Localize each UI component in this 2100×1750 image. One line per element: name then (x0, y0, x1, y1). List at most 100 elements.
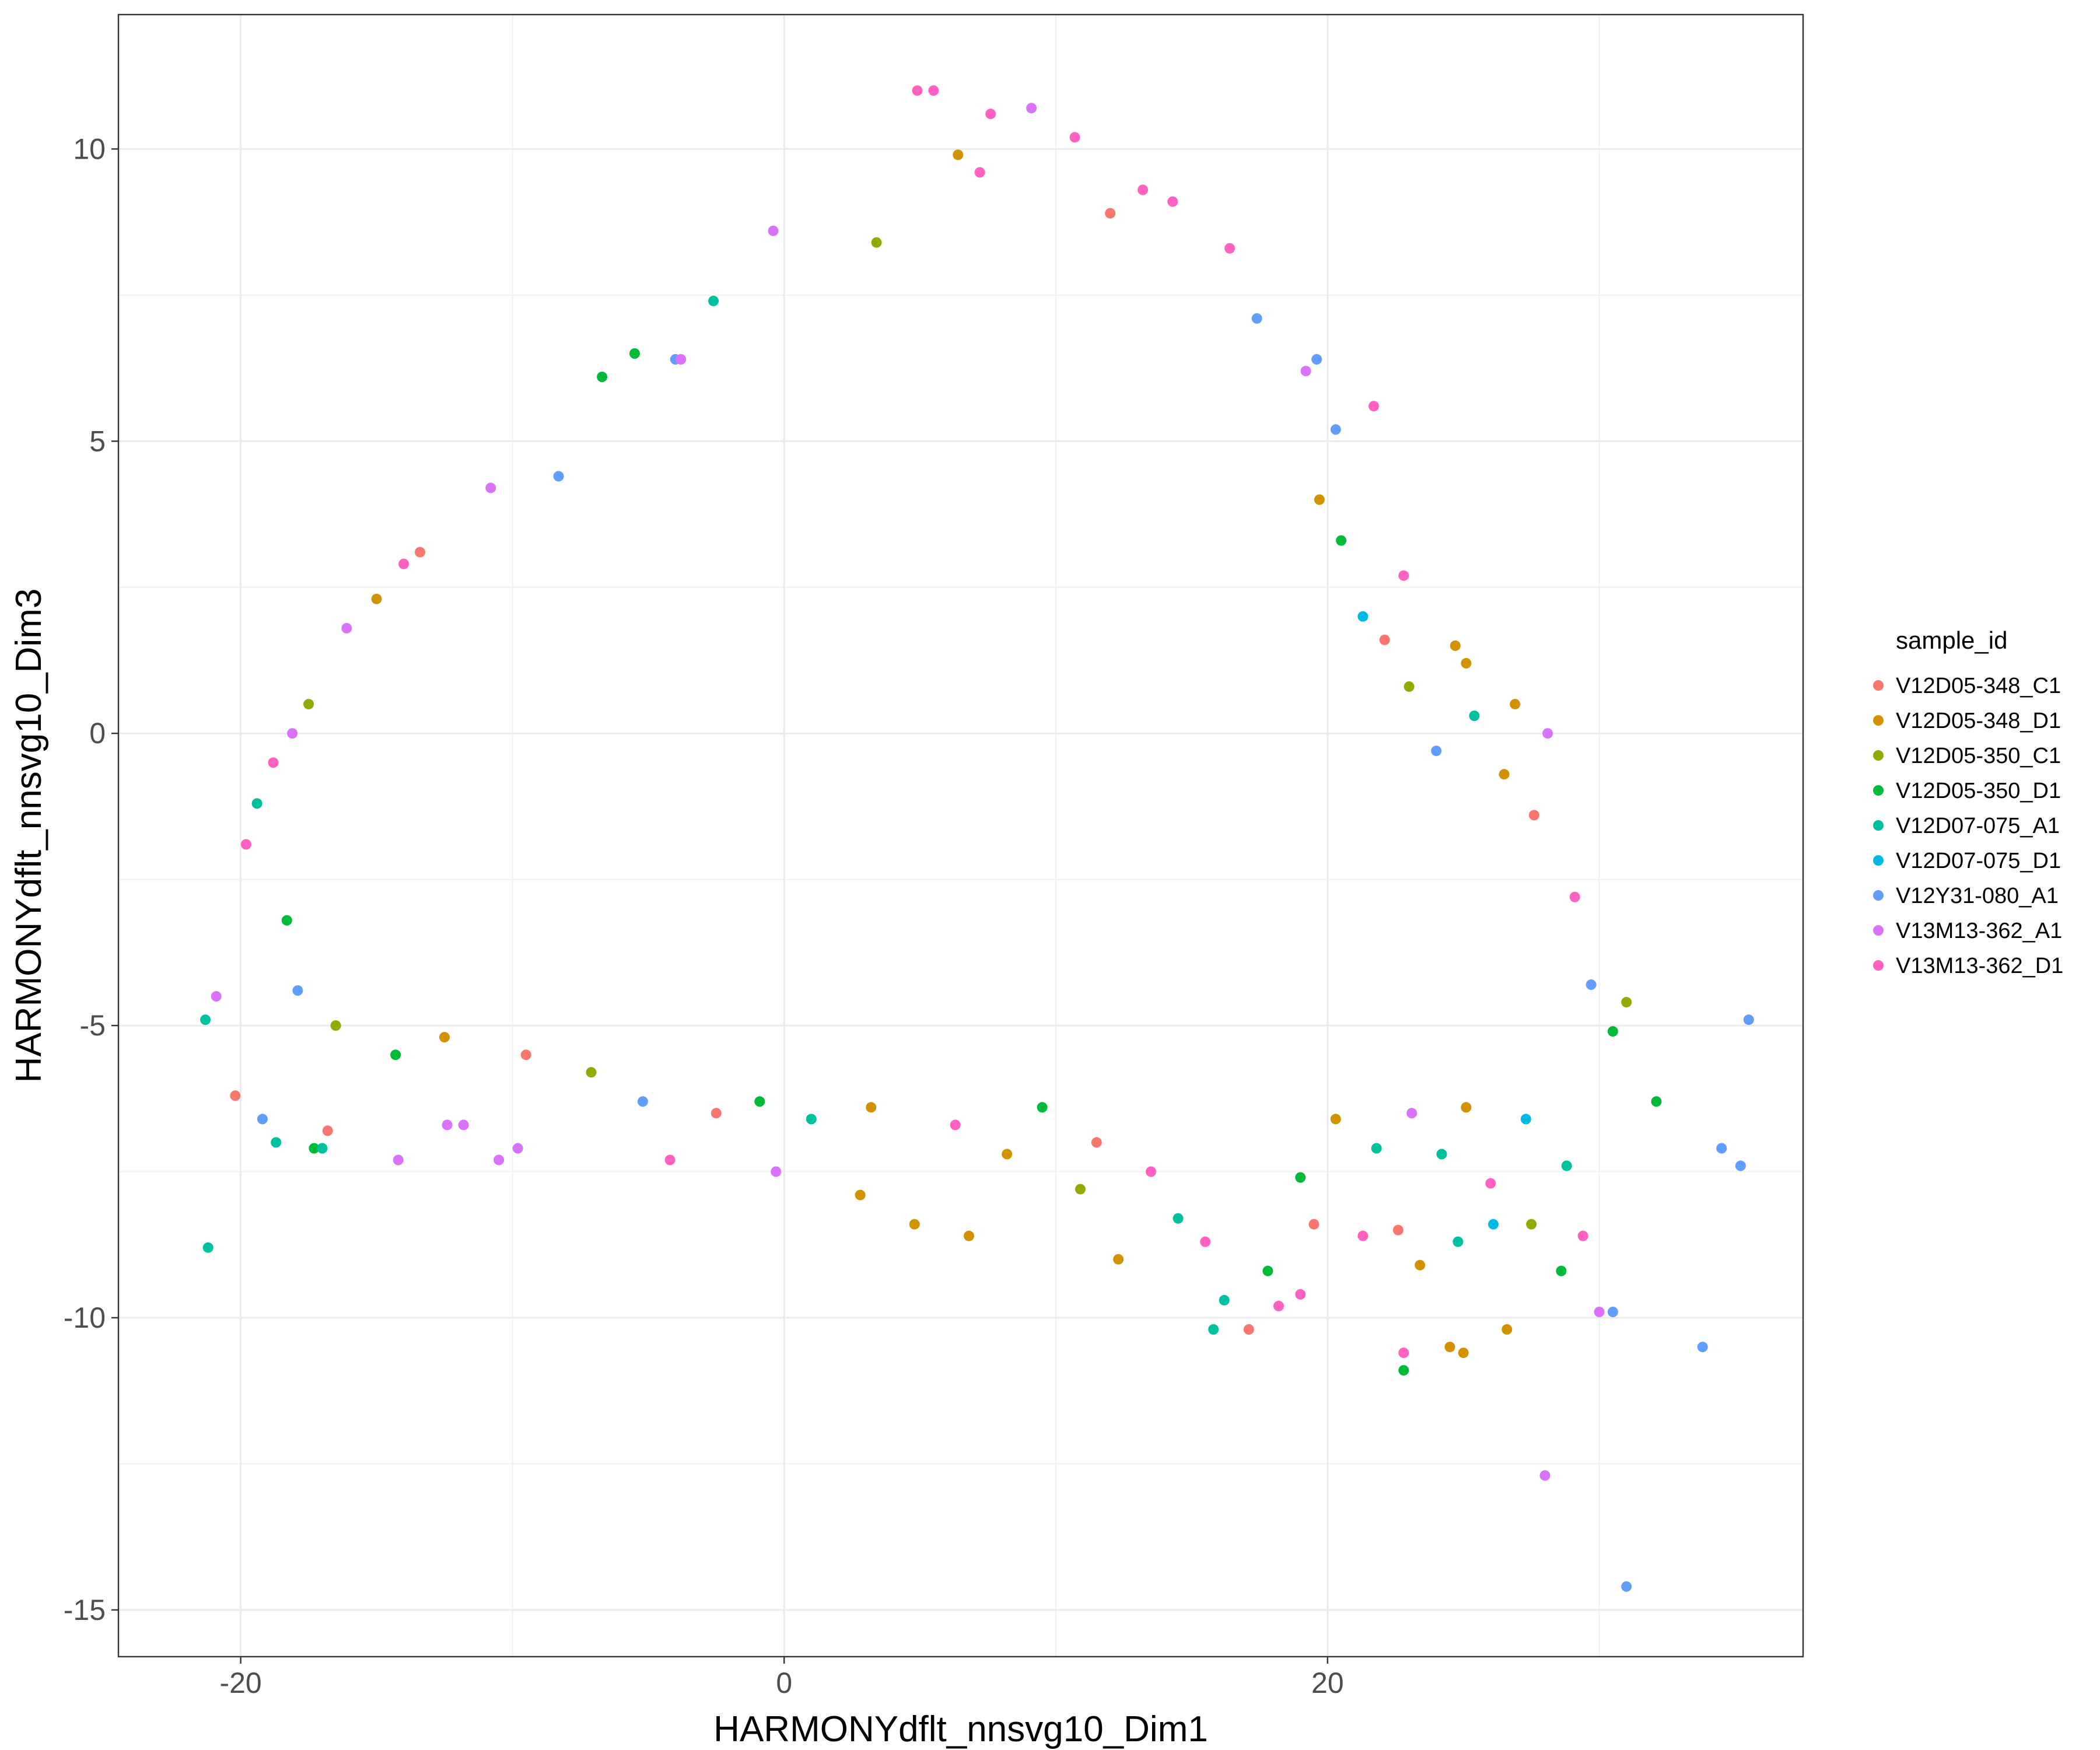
data-point (1105, 208, 1116, 219)
legend-key (1873, 960, 1884, 971)
data-point (638, 1096, 648, 1107)
data-point (866, 1102, 877, 1113)
data-point (1200, 1236, 1211, 1247)
legend-key (1873, 820, 1884, 831)
legend-key (1873, 855, 1884, 866)
y-tick-label: -15 (64, 1594, 106, 1626)
data-point (1357, 611, 1368, 622)
data-point (974, 167, 985, 178)
data-point (1539, 1470, 1550, 1481)
data-point (1526, 1219, 1537, 1230)
data-point (1485, 1178, 1496, 1189)
data-point (1357, 1230, 1368, 1241)
y-tick-label: 5 (89, 425, 106, 457)
data-point (257, 1114, 268, 1125)
data-point (1146, 1166, 1157, 1177)
data-point (1621, 1581, 1632, 1592)
data-point (292, 985, 303, 996)
data-point (1510, 699, 1521, 710)
data-point (708, 295, 719, 306)
data-point (1607, 1307, 1618, 1317)
x-tick-label: -20 (219, 1667, 261, 1699)
data-point (1262, 1265, 1273, 1276)
data-point (1607, 1026, 1618, 1037)
data-point (1469, 710, 1480, 722)
data-point (251, 798, 262, 809)
y-tick-label: 10 (73, 132, 106, 165)
data-point (912, 85, 923, 96)
y-tick-label: 0 (89, 717, 106, 750)
data-point (1398, 1365, 1409, 1376)
data-point (1502, 1324, 1513, 1335)
data-point (1398, 1348, 1409, 1359)
y-axis-title: HARMONYdflt_nnsvg10_Dim3 (9, 589, 49, 1083)
x-tick-label: 0 (776, 1667, 792, 1699)
data-point (439, 1032, 450, 1043)
data-point (1308, 1219, 1320, 1230)
data-point (341, 622, 352, 634)
data-point (303, 699, 314, 710)
legend-key (1873, 890, 1884, 901)
data-point (1251, 313, 1262, 324)
grid-lines (118, 15, 1803, 1657)
data-point (1542, 728, 1553, 739)
legend-label: V12D07-075_A1 (1896, 814, 2060, 838)
data-point (871, 237, 882, 248)
data-point (1404, 681, 1415, 692)
data-point (710, 1108, 722, 1119)
legend-key (1873, 715, 1884, 726)
data-point (1444, 1342, 1455, 1353)
data-point (398, 558, 410, 569)
data-point (494, 1154, 505, 1166)
data-point (393, 1154, 404, 1166)
data-point (317, 1143, 328, 1154)
data-point (1037, 1102, 1048, 1113)
legend-label: V12Y31-080_A1 (1896, 884, 2059, 908)
legend-title: sample_id (1896, 626, 2007, 654)
data-point (1138, 184, 1149, 195)
data-point (1461, 1102, 1472, 1113)
data-point (1436, 1149, 1447, 1160)
data-point (230, 1090, 241, 1101)
data-point (442, 1119, 453, 1130)
data-point (1406, 1108, 1418, 1119)
data-point (1091, 1137, 1102, 1148)
data-point (964, 1230, 974, 1241)
data-point (390, 1049, 401, 1060)
data-point (1371, 1143, 1382, 1154)
y-tick-label: -5 (80, 1009, 106, 1042)
legend-label: V12D05-350_D1 (1896, 779, 2061, 803)
data-point (1243, 1324, 1254, 1335)
data-point (1697, 1342, 1708, 1353)
data-point (1273, 1300, 1284, 1311)
legend-label: V12D05-348_C1 (1896, 674, 2061, 698)
legend-key (1873, 785, 1884, 796)
data-point (1069, 132, 1080, 143)
data-point (1556, 1265, 1567, 1276)
data-point (1026, 103, 1037, 114)
legend-key (1873, 750, 1884, 761)
data-point (1330, 1114, 1341, 1125)
legend-label: V12D05-350_C1 (1896, 744, 2061, 768)
data-point (1295, 1289, 1306, 1300)
data-point (771, 1166, 782, 1177)
data-point (1561, 1160, 1572, 1171)
data-point (1300, 366, 1311, 377)
data-point (1167, 196, 1178, 207)
axis-ticks: -20 0 20 -15 -10 -5 0 5 10 (64, 132, 1344, 1699)
data-point (1594, 1307, 1605, 1317)
legend-label: V12D05-348_D1 (1896, 709, 2061, 733)
data-point (240, 839, 251, 850)
data-point (1621, 997, 1632, 1007)
data-point (1392, 1224, 1404, 1236)
data-point (371, 593, 382, 604)
x-axis-title: HARMONYdflt_nnsvg10_Dim1 (713, 1709, 1208, 1749)
data-point (1219, 1294, 1230, 1306)
data-point (281, 915, 292, 926)
data-point (202, 1242, 214, 1253)
data-point (1314, 494, 1325, 505)
legend-label: V12D07-075_D1 (1896, 849, 2061, 873)
data-point (1450, 640, 1461, 651)
data-point (1569, 891, 1580, 902)
